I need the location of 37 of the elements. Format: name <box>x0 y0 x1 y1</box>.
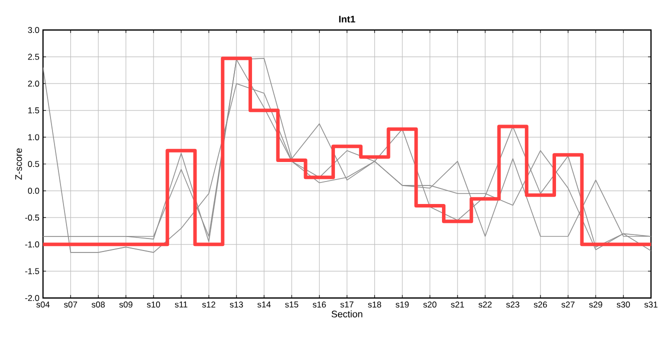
x-tick-label: s19 <box>396 302 409 308</box>
x-tick-label: s31 <box>644 302 658 308</box>
x-tick-label: s30 <box>616 302 630 308</box>
x-tick-label: s13 <box>230 302 243 308</box>
x-tick-label: s18 <box>368 302 382 308</box>
y-tick-label: -0.5 <box>25 214 40 221</box>
y-tick-label: 1.0 <box>28 134 40 140</box>
y-tick-label: 0.5 <box>28 161 40 168</box>
chart-title: Int1 <box>339 16 356 22</box>
y-tick-label: -1.0 <box>25 241 40 248</box>
x-tick-label: s10 <box>146 302 160 308</box>
x-tick-label: s23 <box>506 302 520 308</box>
y-tick-label: 1.5 <box>28 107 40 114</box>
x-tick-label: s15 <box>285 302 298 308</box>
y-axis-title: Z-score <box>15 148 22 180</box>
x-tick-label: s09 <box>119 302 132 308</box>
y-tick-label: -2.0 <box>25 295 40 302</box>
x-tick-label: s17 <box>340 302 354 308</box>
x-tick-label: s16 <box>312 302 326 308</box>
y-tick-label: 2.5 <box>28 54 40 60</box>
x-axis-title: Section <box>332 310 362 318</box>
x-tick-label: s12 <box>202 302 216 308</box>
x-tick-label: s22 <box>478 302 492 308</box>
y-tick-label: 2.0 <box>28 80 40 87</box>
y-tick-label: 0.0 <box>28 188 40 194</box>
x-tick-label: s04 <box>36 302 50 308</box>
x-tick-label: s26 <box>534 302 547 308</box>
x-tick-label: s27 <box>561 302 575 308</box>
x-tick-label: s08 <box>92 302 105 308</box>
y-tick-label: 3.0 <box>28 27 40 34</box>
x-tick-label: s11 <box>174 302 188 308</box>
x-tick-label: s21 <box>450 302 464 308</box>
x-tick-label: s14 <box>257 302 271 308</box>
y-tick-label: -1.5 <box>25 268 40 274</box>
x-tick-label: s29 <box>589 302 602 308</box>
x-tick-label: s07 <box>64 302 78 308</box>
x-tick-label: s20 <box>423 302 436 308</box>
